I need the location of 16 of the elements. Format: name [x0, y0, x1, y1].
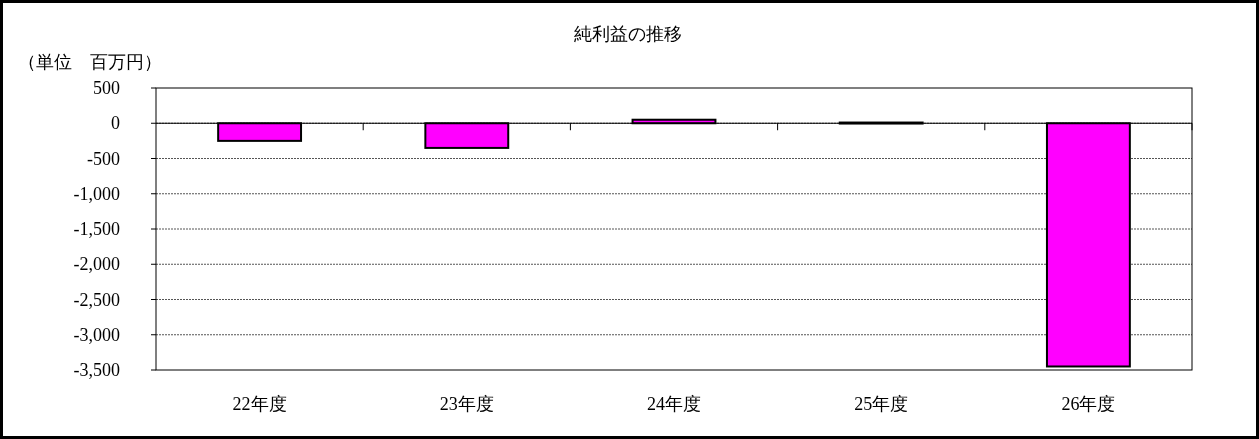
x-tick-label: 25年度: [854, 394, 909, 414]
chart-title: 純利益の推移: [574, 24, 682, 44]
x-tick-label: 26年度: [1061, 394, 1116, 414]
y-tick-label: -3,000: [73, 324, 120, 345]
x-tick-label: 24年度: [647, 394, 701, 414]
y-tick-label: 0: [111, 113, 120, 134]
x-tick-label: 23年度: [439, 394, 494, 414]
y-tick-label: 500: [93, 78, 120, 98]
y-tick-label: -2,500: [73, 289, 120, 310]
y-tick-label: -2,000: [73, 254, 120, 275]
y-axis-title: （単位 百万円）: [18, 52, 162, 72]
x-tick-label: 22年度: [232, 394, 287, 414]
y-tick-label: -500: [87, 148, 120, 169]
y-tick-label: -1,000: [73, 183, 120, 204]
y-tick-label: -1,500: [73, 219, 120, 239]
y-tick-label: -3,500: [73, 360, 120, 380]
